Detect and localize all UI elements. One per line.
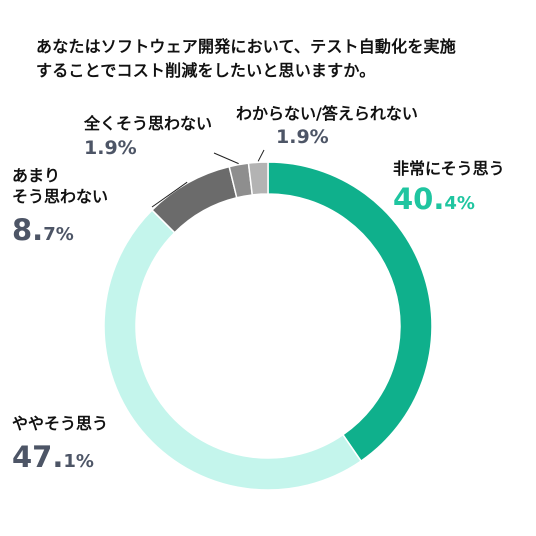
- slice-value-tail: 7%: [43, 224, 74, 245]
- slice-label-not-much: あまり そう思わない 8.7%: [12, 165, 108, 245]
- slice-value-tail: 4%: [444, 193, 475, 214]
- chart-title-line-2: することでコスト削減をしたいと思いますか。: [36, 61, 376, 80]
- slice-label-very-much: 非常にそう思う 40.4%: [393, 158, 505, 214]
- leader-line-4: [257, 149, 265, 162]
- slice-label-somewhat: ややそう思う 47.1%: [12, 413, 108, 472]
- slice-label-name-line-2: そう思わない: [12, 187, 109, 206]
- slice-value-label: 1.9%: [84, 139, 212, 158]
- slice-label-name: ややそう思う: [12, 414, 109, 433]
- chart-title-line-1: あなたはソフトウェア開発において、テスト自動化を実施: [36, 37, 456, 56]
- donut-slice-0: [267, 161, 433, 463]
- slice-value-label: 8.7%: [12, 216, 108, 245]
- slice-value-label: 40.4%: [393, 185, 505, 214]
- slice-label-name: 非常にそう思う: [393, 159, 505, 178]
- chart-title: あなたはソフトウェア開発において、テスト自動化を実施 することでコスト削減をした…: [36, 35, 506, 83]
- slice-value-main: 40.: [393, 182, 445, 216]
- leader-line-3: [213, 152, 239, 165]
- slice-value-label: 47.1%: [12, 443, 108, 472]
- slice-value-main: 1.9%: [276, 126, 329, 148]
- slice-value-label: 1.9%: [276, 128, 418, 147]
- donut-slice-4: [247, 161, 269, 196]
- leader-line-2: [151, 181, 188, 208]
- slice-label-not-at-all: 全くそう思わない 1.9%: [84, 113, 212, 158]
- donut-slice-2: [150, 165, 238, 234]
- slice-label-dont-know: わからない/答えられない 1.9%: [236, 103, 418, 147]
- slice-value-main: 1.9%: [84, 137, 137, 159]
- slice-value-tail: 1%: [63, 451, 94, 472]
- slice-label-name-line-1: あまり: [12, 166, 61, 185]
- slice-value-main: 47.: [12, 440, 64, 474]
- slice-value-main: 8.: [12, 213, 44, 247]
- slice-label-name: 全くそう思わない: [84, 114, 213, 133]
- donut-slice-1: [103, 208, 363, 491]
- donut-slices: [103, 161, 433, 491]
- slice-label-name: わからない/答えられない: [236, 104, 418, 123]
- leader-lines: [151, 149, 265, 208]
